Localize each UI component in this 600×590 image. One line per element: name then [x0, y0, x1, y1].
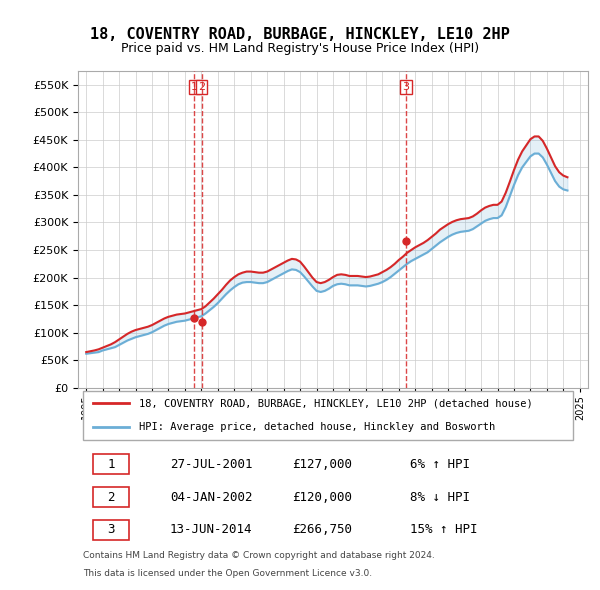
FancyBboxPatch shape [83, 391, 573, 440]
FancyBboxPatch shape [94, 454, 129, 474]
Text: 18, COVENTRY ROAD, BURBAGE, HINCKLEY, LE10 2HP: 18, COVENTRY ROAD, BURBAGE, HINCKLEY, LE… [90, 27, 510, 41]
Text: £127,000: £127,000 [292, 458, 352, 471]
Text: £120,000: £120,000 [292, 491, 352, 504]
Text: This data is licensed under the Open Government Licence v3.0.: This data is licensed under the Open Gov… [83, 569, 372, 578]
Text: 2: 2 [107, 491, 115, 504]
Text: 8% ↓ HPI: 8% ↓ HPI [409, 491, 470, 504]
FancyBboxPatch shape [94, 520, 129, 540]
Text: 15% ↑ HPI: 15% ↑ HPI [409, 523, 477, 536]
Text: 3: 3 [107, 523, 115, 536]
Text: 1: 1 [191, 82, 198, 92]
Text: 13-JUN-2014: 13-JUN-2014 [170, 523, 253, 536]
Text: 6% ↑ HPI: 6% ↑ HPI [409, 458, 470, 471]
Text: 3: 3 [403, 82, 410, 92]
Text: Contains HM Land Registry data © Crown copyright and database right 2024.: Contains HM Land Registry data © Crown c… [83, 551, 435, 560]
Text: 04-JAN-2002: 04-JAN-2002 [170, 491, 253, 504]
Text: HPI: Average price, detached house, Hinckley and Bosworth: HPI: Average price, detached house, Hinc… [139, 422, 496, 432]
FancyBboxPatch shape [94, 487, 129, 507]
Text: Price paid vs. HM Land Registry's House Price Index (HPI): Price paid vs. HM Land Registry's House … [121, 42, 479, 55]
Text: 18, COVENTRY ROAD, BURBAGE, HINCKLEY, LE10 2HP (detached house): 18, COVENTRY ROAD, BURBAGE, HINCKLEY, LE… [139, 398, 533, 408]
Text: 27-JUL-2001: 27-JUL-2001 [170, 458, 253, 471]
Text: 2: 2 [198, 82, 205, 92]
Text: £266,750: £266,750 [292, 523, 352, 536]
Text: 1: 1 [107, 458, 115, 471]
